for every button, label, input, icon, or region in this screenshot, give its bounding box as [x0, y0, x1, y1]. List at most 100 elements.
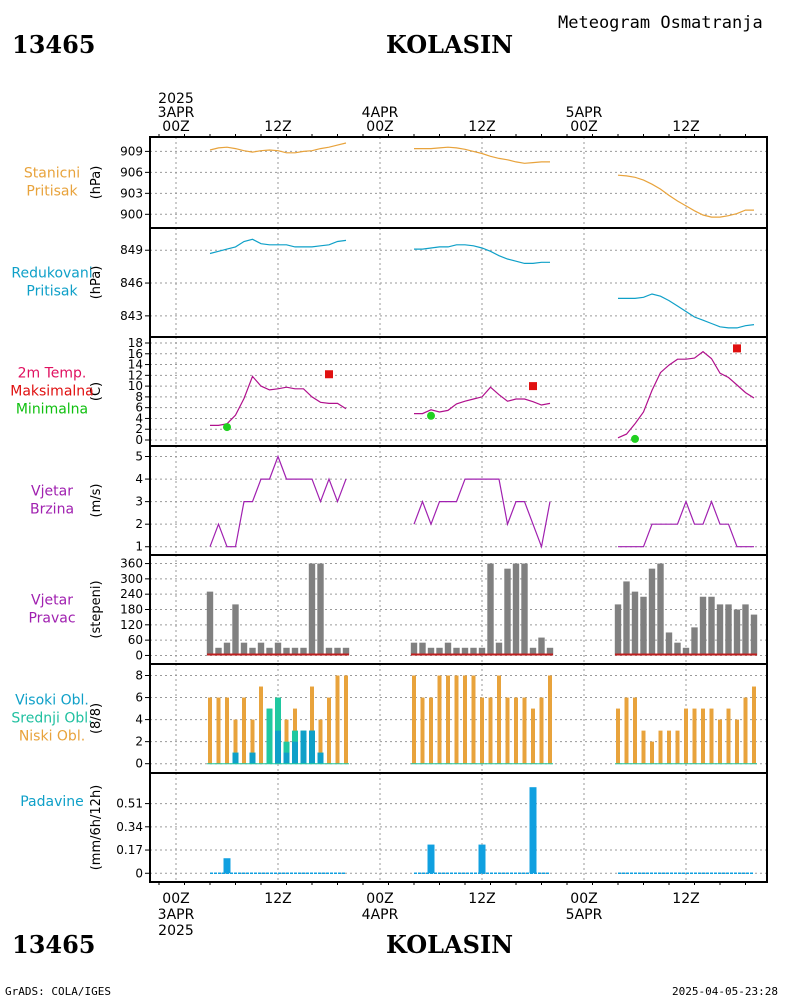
wind-direction-bar	[444, 642, 452, 656]
reduced-pressure-line	[209, 238, 347, 255]
station-name-top: KOLASIN	[386, 30, 514, 59]
wind-direction-bar	[487, 563, 494, 656]
wind-direction-bar	[623, 581, 630, 656]
cloud-bar	[658, 730, 663, 764]
time-label-bottom: 3APR	[158, 907, 195, 923]
pressure-line	[209, 142, 347, 154]
cloud-bar	[275, 730, 281, 764]
cloud-bar	[259, 686, 263, 764]
y-tick-label: 2	[135, 422, 143, 436]
cloud-bar	[743, 697, 748, 764]
panel-frame	[149, 772, 768, 883]
precip-bar	[529, 787, 537, 874]
y-tick-label: 120	[120, 618, 143, 632]
y-tick-label: 8	[135, 390, 143, 404]
wind-direction-bar	[325, 647, 333, 656]
y-tick-label: 16	[128, 347, 143, 361]
wind-direction-bar	[300, 647, 307, 656]
cloud-bar	[344, 675, 348, 764]
cloud-bar	[232, 752, 239, 764]
time-label-bottom: 5APR	[566, 907, 603, 923]
y-tick-label: 6	[135, 691, 143, 705]
y-tick-label: 360	[120, 557, 143, 571]
wind-direction-bar	[495, 642, 503, 656]
wind-direction-bar	[223, 642, 231, 656]
y-tick-label: 849	[120, 243, 143, 257]
cloud-bar	[650, 741, 654, 764]
time-label-top: 00Z	[162, 119, 189, 135]
panel-label: Srednji Obl.	[11, 711, 92, 727]
time-label-top: 12Z	[468, 119, 495, 135]
cloud-bar	[327, 697, 331, 764]
wind-direction-bar	[436, 647, 443, 656]
cloud-bar	[412, 675, 416, 764]
wind-direction-bar	[725, 604, 732, 656]
y-tick-label: 0	[135, 433, 143, 447]
max-temp-marker	[325, 370, 333, 379]
cloud-bar	[505, 697, 510, 764]
precip-bar	[223, 858, 231, 874]
y-tick-label: 909	[120, 144, 143, 158]
wind-direction-bar	[691, 627, 698, 656]
panel-label: Visoki Obl.	[15, 693, 89, 709]
time-label-bottom: 00Z	[366, 891, 393, 907]
y-tick-label: 900	[120, 207, 143, 221]
cloud-bar	[335, 675, 340, 764]
cloud-bar	[701, 708, 705, 764]
wind-direction-bar	[410, 642, 418, 656]
cloud-bar	[624, 697, 629, 764]
wind-direction-bar	[674, 642, 681, 656]
panel-label: Pritisak	[26, 184, 78, 200]
wind-direction-bar	[546, 647, 554, 656]
station-id-bottom: 13465	[12, 930, 96, 959]
panel-label: Maksimalna	[10, 384, 94, 400]
y-tick-label: 4	[135, 713, 143, 727]
wind-speed-line	[413, 478, 551, 549]
y-tick-label: 10	[128, 379, 143, 393]
wind-direction-bar	[716, 604, 724, 656]
y-tick-label: 12	[128, 368, 143, 382]
time-label-top: 00Z	[570, 119, 597, 135]
panel-label: Niski Obl.	[19, 729, 85, 745]
panel-frame	[149, 336, 768, 447]
cloud-bar	[309, 730, 315, 764]
cloud-bar	[675, 730, 680, 764]
panel-label: Stanicni	[24, 166, 80, 182]
wind-direction-bar	[512, 563, 520, 656]
y-tick-label: 300	[120, 572, 143, 586]
time-label-bottom: 4APR	[362, 907, 399, 923]
max-temp-marker	[529, 382, 537, 391]
reduced-pressure-line	[414, 244, 550, 264]
cloud-bar	[718, 719, 722, 764]
wind-direction-bar	[640, 596, 647, 656]
wind-direction-bar	[665, 632, 673, 656]
wind-direction-bar	[504, 568, 511, 656]
cloud-bar	[463, 675, 467, 764]
cloud-bar	[300, 730, 307, 764]
cloud-bar	[752, 686, 756, 764]
y-tick-label: 0.51	[116, 797, 143, 811]
time-label-top: 4APR	[362, 105, 399, 121]
wind-direction-bar	[470, 647, 477, 656]
wind-speed-line	[618, 499, 754, 548]
wind-direction-bar	[249, 647, 256, 656]
y-tick-label: 180	[120, 603, 143, 617]
wind-direction-bar	[742, 604, 749, 656]
wind-direction-bar	[657, 563, 664, 656]
wind-direction-bar	[308, 563, 316, 656]
cloud-bar	[641, 730, 646, 764]
time-label-bottom: 00Z	[570, 891, 597, 907]
reduced-pressure-line	[618, 293, 755, 329]
wind-direction-bar	[342, 647, 350, 656]
panel-label: Brzina	[30, 502, 74, 518]
cloud-bar	[318, 719, 323, 764]
y-tick-label: 2	[135, 735, 143, 749]
cloud-bar	[709, 708, 714, 764]
panel-label: 2m Temp.	[18, 366, 87, 382]
pressure-line	[414, 146, 550, 164]
wind-direction-bar	[317, 563, 324, 656]
y-tick-label: 0.17	[116, 843, 143, 857]
cloud-bar	[233, 719, 238, 764]
cloud-bar	[522, 697, 527, 764]
